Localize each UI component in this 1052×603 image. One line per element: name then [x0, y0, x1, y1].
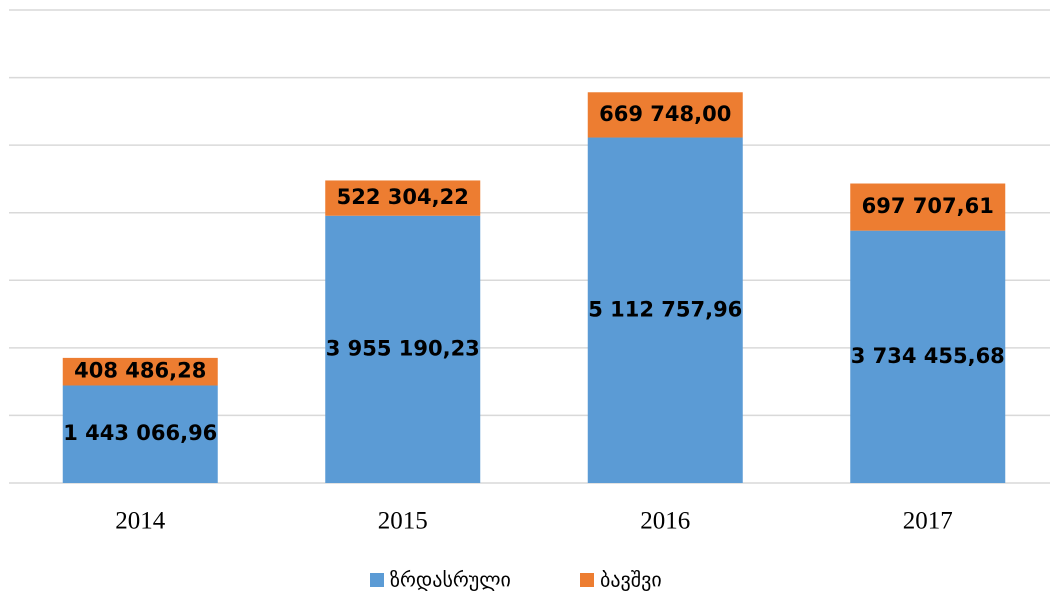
legend-swatch [580, 573, 594, 587]
legend-label: ზრდასრული [390, 568, 511, 592]
bar-segment [587, 92, 743, 138]
bar-segment [62, 357, 218, 386]
bar-segment [850, 183, 1006, 231]
legend-label: ბავშვი [600, 568, 662, 592]
value-label: 669 748,00 [599, 102, 731, 126]
bar-segment [325, 215, 481, 484]
bar-segment [587, 137, 743, 484]
x-tick-label: 2016 [640, 508, 690, 535]
value-label: 3 955 190,23 [326, 336, 480, 360]
x-tick-label: 2017 [903, 508, 953, 535]
value-label: 3 734 455,68 [851, 344, 1005, 368]
value-label: 522 304,22 [337, 185, 469, 209]
value-label: 408 486,28 [74, 359, 206, 383]
value-label: 5 112 757,96 [588, 297, 742, 321]
value-label: 697 707,61 [862, 194, 994, 218]
legend-swatch [370, 573, 384, 587]
bar-segment [850, 230, 1006, 483]
x-tick-label: 2015 [378, 508, 428, 535]
value-label: 1 443 066,96 [63, 421, 217, 445]
bar-segment [62, 385, 218, 483]
x-tick-label: 2014 [115, 508, 166, 535]
bar-segment [325, 180, 481, 216]
